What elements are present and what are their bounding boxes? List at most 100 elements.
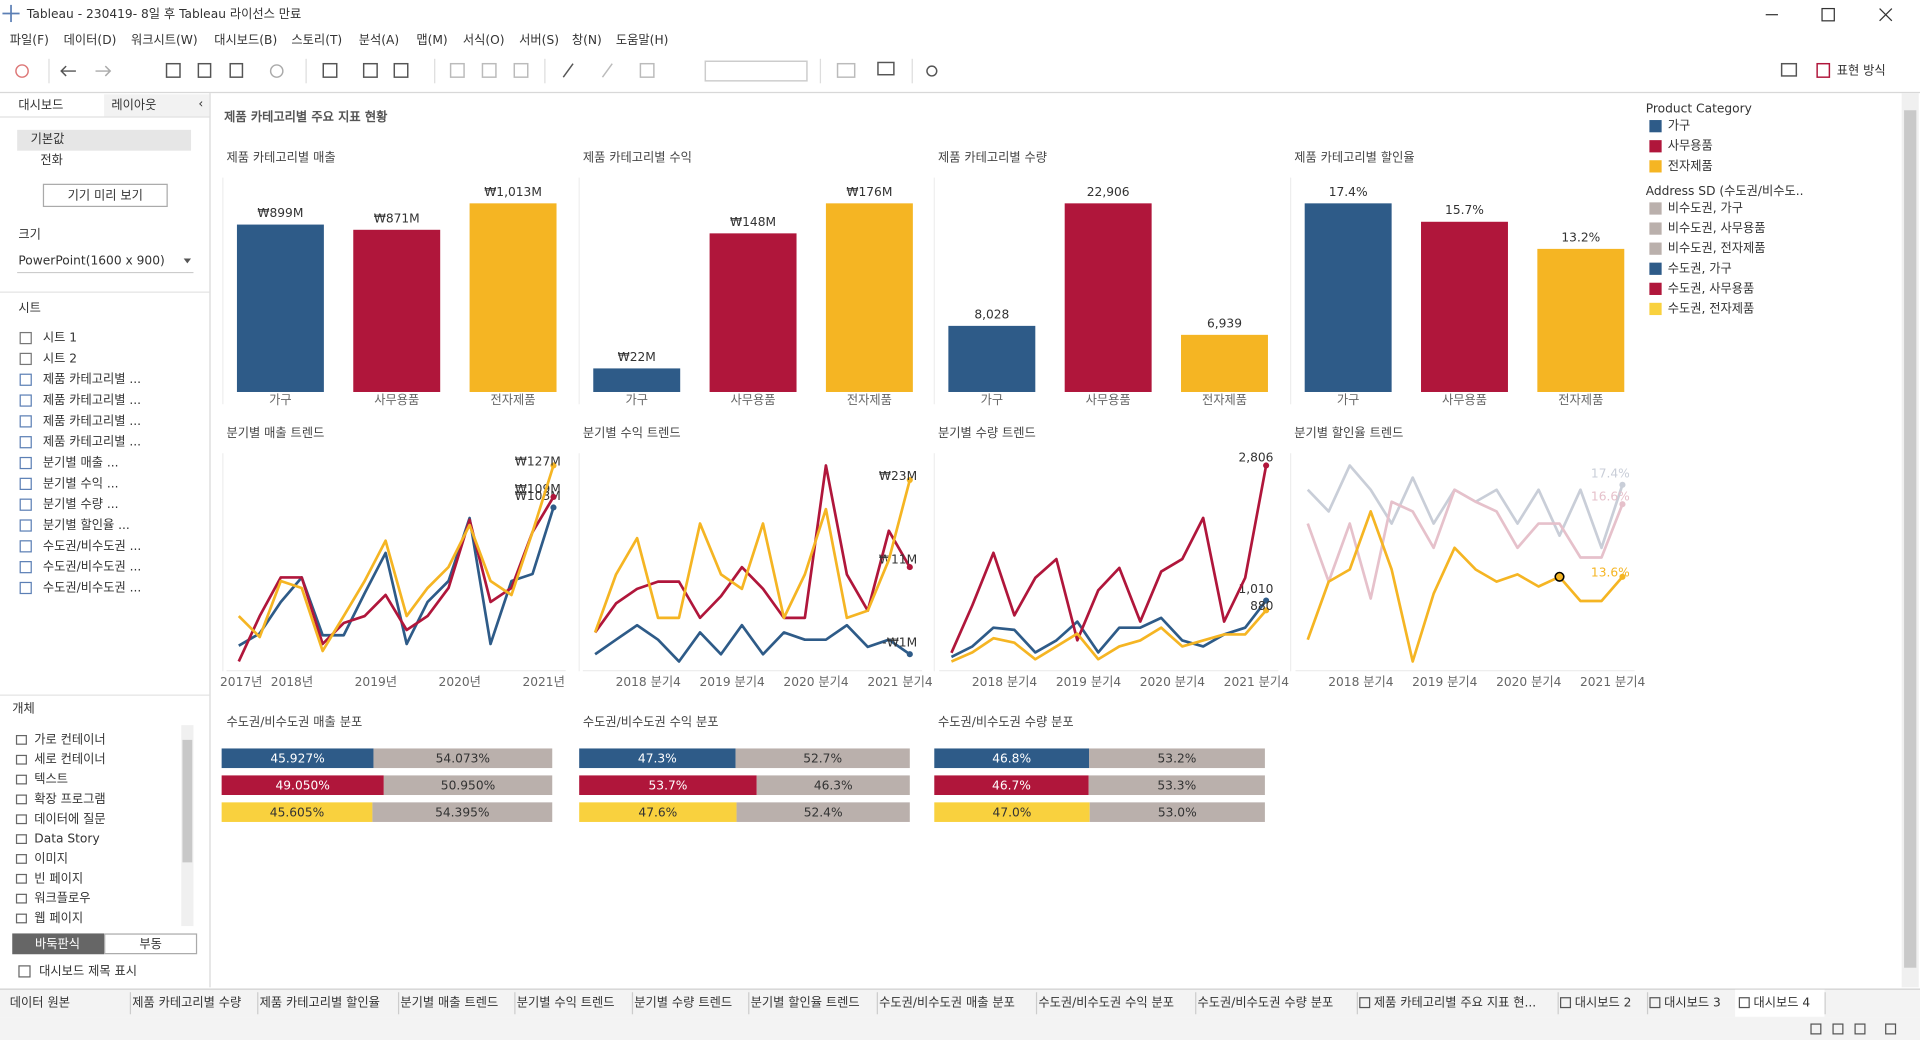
checkbox-label[interactable]: 대시보드 제목 표시 [39,964,137,978]
sheet-item[interactable]: 분기별 매출 ... [43,456,119,470]
object-item[interactable]: 확장 프로그램 [34,792,105,806]
sheet-icon [19,331,32,345]
size-dropdown[interactable]: PowerPoint(1600 x 900) [18,253,164,267]
show-me[interactable]: 표현 방식 [1837,64,1886,78]
sheet-tab[interactable]: 분기별 수익 트렌드 [517,996,615,1010]
chart-title: 분기별 수량 트렌드 [938,426,1036,440]
sheet-tab[interactable]: 분기별 매출 트렌드 [400,996,498,1010]
sheet-icon [19,581,32,595]
menu-item[interactable]: 서식(O) [463,33,505,47]
sheet-item[interactable]: 분기별 수량 ... [43,497,119,511]
legend-item[interactable]: 비수도권, 가구 [1668,201,1743,215]
menu-item[interactable]: 서버(S) [519,33,559,47]
sheet-tab[interactable]: 분기별 수량 트렌드 [634,996,732,1010]
object-item[interactable]: 가로 컨테이너 [34,732,105,746]
legend-item[interactable]: 비수도권, 전자제품 [1668,241,1766,255]
sheet-icon [19,394,32,407]
mode-label[interactable]: 바둑판식 [35,937,80,951]
checkbox[interactable] [18,965,31,978]
point-label: 17.4% [1591,466,1630,480]
object-item[interactable]: 이미지 [34,851,68,865]
collapse-icon[interactable]: ‹ [198,97,203,111]
sheet-item[interactable]: 분기별 수익 ... [43,476,119,490]
legend-item[interactable]: 사무용품 [1668,139,1713,153]
bar-category-label: 가구 [1337,393,1360,407]
tab-icon [1560,997,1572,1009]
object-item[interactable]: 데이터에 질문 [34,812,105,826]
sheet-item[interactable]: 제품 카테고리별 ... [43,372,141,386]
sheet-tab[interactable]: 분기별 할인율 트렌드 [751,996,860,1010]
mode-label[interactable]: 부동 [139,937,162,951]
segment [735,748,910,769]
object-item[interactable]: Data Story [34,832,99,846]
end-point [1619,501,1626,508]
menu-item[interactable]: 도움말(H) [616,33,669,47]
sheet-item[interactable]: 수도권/비수도권 ... [43,580,141,594]
x-tick-label: 2021 분기4 [1580,675,1646,689]
point-label: 2,806 [1238,451,1273,465]
sheet-tab[interactable]: 수도권/비수도권 매출 분포 [879,996,1015,1010]
sheet-icon [19,498,32,511]
segment-label: 49.050% [276,778,330,792]
segment-label: 46.8% [992,751,1031,765]
menu-item[interactable]: 맵(M) [416,33,447,47]
object-item[interactable]: 빈 페이지 [34,871,83,885]
sheet-item[interactable]: 수도권/비수도권 ... [43,539,141,553]
legend-item[interactable]: 수도권, 사무용품 [1668,281,1755,295]
menu-item[interactable]: 창(N) [572,33,602,47]
bar-category-label: 전자제품 [1558,393,1603,407]
device-option[interactable]: 전화 [40,153,63,167]
object-item[interactable]: 웹 페이지 [34,911,83,925]
sheet-item[interactable]: 분기별 할인율 ... [43,518,130,532]
legend-item[interactable]: 수도권, 가구 [1668,261,1732,275]
window-controls[interactable] [1765,7,1893,22]
preview-button-label[interactable]: 기기 미리 보기 [68,188,143,202]
sheet-item[interactable]: 수도권/비수도권 ... [43,560,141,574]
sheet-tab[interactable]: 제품 카테고리별 할인율 [260,996,380,1010]
sheet-tab[interactable]: 데이터 원본 [10,996,70,1010]
dropdown-arrow[interactable] [183,258,192,264]
legend-swatch [1649,120,1662,133]
menu-item[interactable]: 분석(A) [359,33,399,47]
legend-swatch [1649,262,1662,275]
sheet-tab[interactable]: 제품 카테고리별 주요 지표 현... [1374,996,1536,1010]
menu-item[interactable]: 스토리(T) [291,33,342,47]
sheet-item[interactable]: 제품 카테고리별 ... [43,393,141,407]
objects-scroll-thumb[interactable] [182,739,193,863]
sheet-tab[interactable]: 제품 카테고리별 수량 [132,996,241,1010]
sheet-tab[interactable]: 수도권/비수도권 수익 분포 [1038,996,1174,1010]
sheet-tab[interactable]: 대시보드 3 [1664,996,1721,1010]
preview-button[interactable] [42,183,168,208]
object-item[interactable]: 워크플로우 [34,891,90,905]
menu-item[interactable]: 워크시트(W) [131,33,198,47]
sheet-item[interactable]: 제품 카테고리별 ... [43,414,141,428]
sheet-tab[interactable]: 대시보드 4 [1753,996,1810,1010]
mode-button-active[interactable] [12,933,105,955]
chart-title: 수도권/비수도권 매출 분포 [227,715,363,729]
object-item[interactable]: 텍스트 [34,772,68,786]
legend-item[interactable]: 전자제품 [1668,159,1713,173]
section-label: 시트 [18,301,41,315]
object-item[interactable]: 세로 컨테이너 [34,752,105,766]
mode-button[interactable] [104,933,198,955]
legend-item[interactable]: 수도권, 전자제품 [1668,301,1755,315]
end-point [1619,573,1626,580]
device-option[interactable]: 기본값 [31,132,65,146]
toolbar-icons[interactable] [15,60,1831,82]
sheet-tab[interactable]: 수도권/비수도권 수량 분포 [1198,996,1334,1010]
sheet-item[interactable]: 시트 2 [43,351,77,365]
sidebar-tab[interactable]: 레이아웃 [111,98,156,112]
end-point [1263,607,1270,614]
bar-category-label: 가구 [981,393,1004,407]
legend-item[interactable]: 비수도권, 사무용품 [1668,221,1766,235]
legend-item[interactable]: 가구 [1668,119,1691,133]
sheet-tab[interactable]: 대시보드 2 [1575,996,1632,1010]
sidebar-tab[interactable]: 대시보드 [18,98,63,112]
sheet-item[interactable]: 시트 1 [43,331,77,345]
menu-item[interactable]: 데이터(D) [64,33,117,47]
menu-item[interactable]: 파일(F) [10,33,49,47]
status-icons[interactable] [1810,1023,1897,1035]
menu-item[interactable]: 대시보드(B) [214,33,277,47]
sheet-item[interactable]: 제품 카테고리별 ... [43,435,141,449]
v-scroll-thumb[interactable] [1904,110,1917,968]
